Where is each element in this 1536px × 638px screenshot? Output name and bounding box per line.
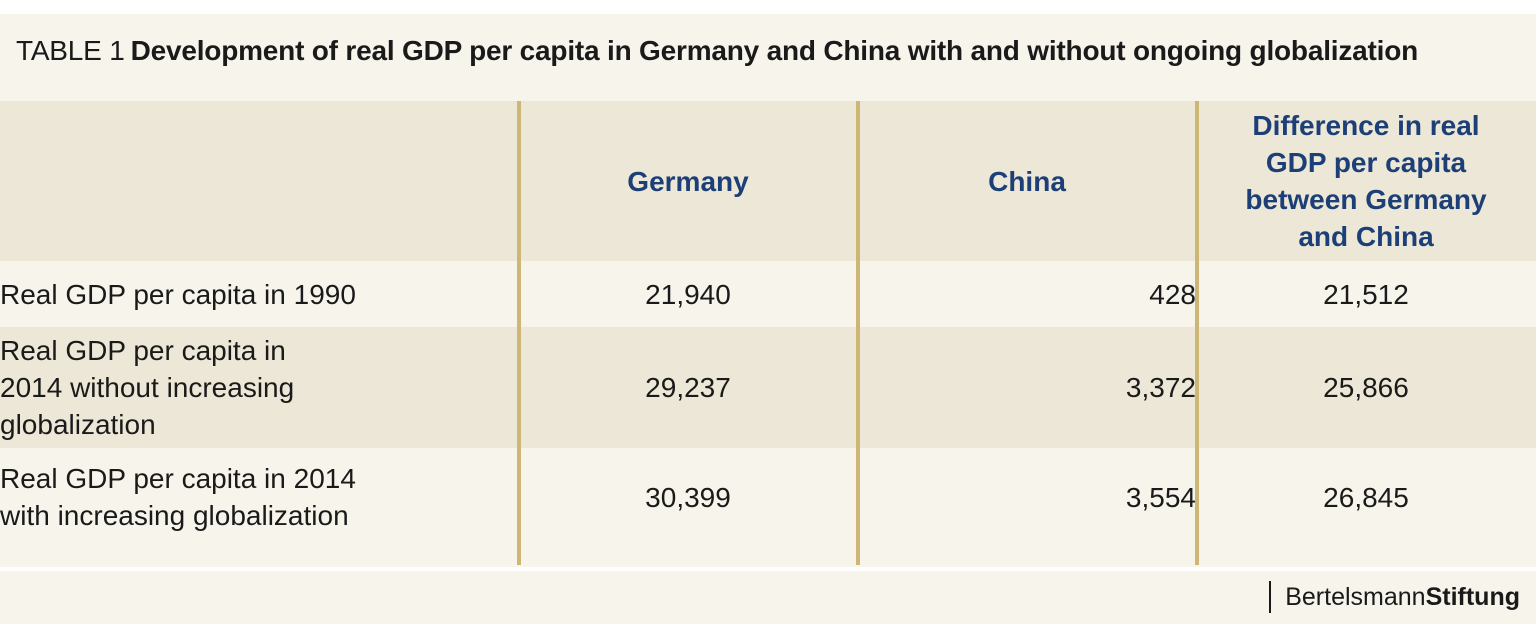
logo-bar	[1269, 581, 1272, 613]
china-value: 3,372	[858, 322, 1196, 451]
table-header-row: Germany China Difference in real GDP per…	[0, 101, 1536, 264]
table-caption: Development of real GDP per capita in Ge…	[130, 35, 1419, 66]
row-label: Real GDP per capita in 2014 with increas…	[0, 448, 518, 541]
column-divider	[856, 101, 860, 565]
header-empty	[0, 101, 518, 264]
table-row: Real GDP per capita in 2014 without incr…	[0, 322, 1536, 451]
column-divider	[517, 101, 521, 565]
table-title: TABLE 1 Development of real GDP per capit…	[16, 32, 1516, 69]
header-difference-text: Difference in real GDP per capita betwee…	[1245, 110, 1487, 252]
china-value: 3,554	[858, 448, 1196, 541]
row-label-text: Real GDP per capita in 2014 with increas…	[0, 463, 356, 531]
table-number: TABLE 1	[16, 35, 125, 66]
header-difference: Difference in real GDP per capita betwee…	[1196, 101, 1536, 264]
table-row: Real GDP per capita in 1990 21,940 428 2…	[0, 261, 1536, 325]
logo-text-stiftung: Stiftung	[1425, 582, 1520, 611]
difference-value: 25,866	[1196, 322, 1536, 451]
germany-value: 29,237	[518, 322, 858, 451]
logo-text-bertelsmann: Bertelsmann	[1285, 582, 1426, 611]
footer-rule	[0, 567, 1536, 571]
table-row: Real GDP per capita in 2014 with increas…	[0, 448, 1536, 541]
difference-value: 26,845	[1196, 448, 1536, 541]
row-label-text: Real GDP per capita in 2014 without incr…	[0, 335, 295, 440]
bertelsmann-stiftung-logo: Bertelsmann Stiftung	[1269, 581, 1520, 613]
header-germany: Germany	[518, 101, 858, 264]
germany-value: 30,399	[518, 448, 858, 541]
china-value: 428	[858, 261, 1196, 325]
difference-value: 21,512	[1196, 261, 1536, 325]
row-label: Real GDP per capita in 1990	[0, 261, 518, 325]
header-china: China	[858, 101, 1196, 264]
row-label: Real GDP per capita in 2014 without incr…	[0, 322, 518, 451]
germany-value: 21,940	[518, 261, 858, 325]
column-divider	[1195, 101, 1199, 565]
gdp-table: Germany China Difference in real GDP per…	[0, 101, 1536, 541]
